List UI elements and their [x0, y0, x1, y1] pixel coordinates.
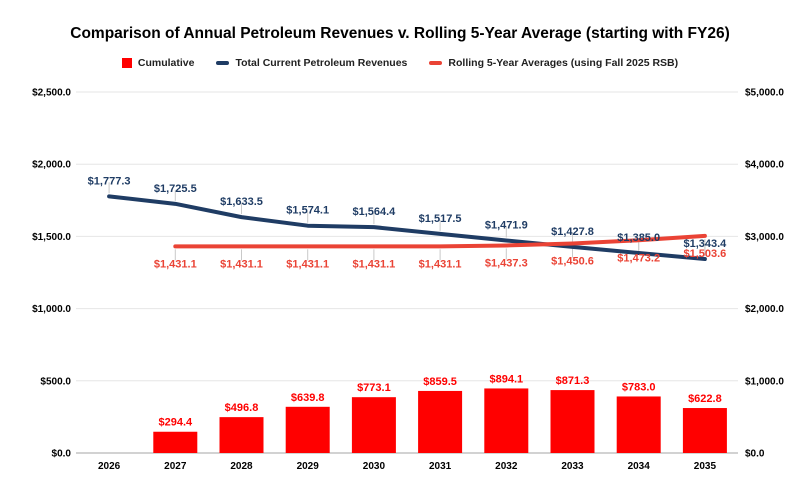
- bar-2034[interactable]: [616, 396, 661, 453]
- left-axis-tick-label: $500.0: [40, 376, 71, 387]
- bar-series-swatch-icon: [121, 58, 132, 68]
- x-axis-label-2030: 2030: [363, 461, 386, 472]
- line-series-swatch-icon: [429, 61, 443, 65]
- line-data-label: $1,431.1: [352, 258, 395, 270]
- right-axis-tick-label: $5,000.0: [745, 88, 784, 99]
- line-data-label: $1,517.5: [419, 213, 462, 225]
- chart-legend: Cumulative Total Current Petroleum Reven…: [0, 57, 800, 69]
- x-axis-label-2026: 2026: [98, 461, 121, 472]
- bar-2033[interactable]: [550, 390, 595, 453]
- right-axis-tick-label: $3,000.0: [745, 232, 784, 243]
- bar-2027[interactable]: [153, 431, 198, 453]
- bar-data-label: $773.1: [357, 382, 391, 394]
- line-data-label: $1,431.1: [419, 258, 462, 270]
- left-axis-tick-label: $0.0: [52, 449, 72, 460]
- bar-2035[interactable]: [682, 408, 727, 453]
- left-axis-tick-label: $2,000.0: [32, 160, 71, 171]
- bar-2028[interactable]: [219, 417, 264, 453]
- line-data-label: $1,431.1: [154, 258, 197, 270]
- line-data-label: $1,471.9: [485, 219, 528, 231]
- legend-item-total-revenues[interactable]: Total Current Petroleum Revenues: [216, 57, 407, 69]
- line-data-label: $1,437.3: [485, 257, 528, 269]
- legend-item-cumulative[interactable]: Cumulative: [121, 57, 195, 69]
- left-axis-tick-label: $2,500.0: [32, 88, 71, 99]
- x-axis-label-2034: 2034: [628, 461, 651, 472]
- rolling-average-line[interactable]: [173, 233, 707, 249]
- line-data-label: $1,633.5: [220, 196, 263, 208]
- line-data-label: $1,473.2: [617, 252, 660, 264]
- bar-data-label: $871.3: [556, 375, 590, 387]
- legend-item-rolling-average[interactable]: Rolling 5-Year Averages (using Fall 2025…: [429, 57, 678, 69]
- bar-data-label: $894.1: [489, 373, 523, 385]
- x-axis-label-2032: 2032: [495, 461, 518, 472]
- line-series-swatch-icon: [216, 61, 230, 65]
- line-data-label: $1,777.3: [88, 175, 131, 187]
- line-data-label: $1,564.4: [352, 206, 396, 218]
- bar-data-label: $496.8: [225, 402, 259, 414]
- bar-data-label: $622.8: [688, 393, 722, 405]
- x-axis-label-2033: 2033: [561, 461, 584, 472]
- legend-label-rolling-average: Rolling 5-Year Averages (using Fall 2025…: [448, 57, 679, 69]
- legend-label-total-revenues: Total Current Petroleum Revenues: [235, 57, 408, 69]
- x-axis-label-2027: 2027: [164, 461, 187, 472]
- total-revenues-line[interactable]: [107, 194, 707, 262]
- x-axis-label-2035: 2035: [694, 461, 717, 472]
- right-axis-tick-label: $2,000.0: [745, 304, 784, 315]
- right-axis-tick-label: $1,000.0: [745, 376, 784, 387]
- right-axis-tick-label: $4,000.0: [745, 160, 784, 171]
- line-data-label: $1,450.6: [551, 256, 594, 268]
- legend-label-cumulative: Cumulative: [137, 57, 195, 69]
- x-axis-label-2028: 2028: [230, 461, 253, 472]
- x-axis-label-2031: 2031: [429, 461, 452, 472]
- bar-2032[interactable]: [484, 388, 529, 453]
- x-axis-label-2029: 2029: [297, 461, 320, 472]
- line-data-label: $1,343.4: [683, 238, 727, 250]
- bar-data-label: $783.0: [622, 381, 656, 393]
- line-data-label: $1,385.0: [617, 232, 660, 244]
- bar-data-label: $639.8: [291, 392, 325, 404]
- right-axis-tick-label: $0.0: [745, 449, 765, 460]
- bar-data-label: $859.5: [423, 376, 457, 388]
- bar-data-label: $294.4: [158, 417, 193, 429]
- line-data-label: $1,431.1: [286, 258, 329, 270]
- line-data-label: $1,503.6: [683, 248, 726, 260]
- bar-2031[interactable]: [418, 390, 463, 453]
- line-data-label: $1,427.8: [551, 226, 594, 238]
- bar-2029[interactable]: [285, 406, 330, 453]
- bar-2030[interactable]: [351, 397, 396, 453]
- line-data-label: $1,574.1: [286, 205, 329, 217]
- line-data-label: $1,725.5: [154, 183, 197, 195]
- left-axis-tick-label: $1,500.0: [32, 232, 71, 243]
- chart-title: Comparison of Annual Petroleum Revenues …: [70, 25, 730, 42]
- line-data-label: $1,431.1: [220, 258, 263, 270]
- left-axis-tick-label: $1,000.0: [32, 304, 71, 315]
